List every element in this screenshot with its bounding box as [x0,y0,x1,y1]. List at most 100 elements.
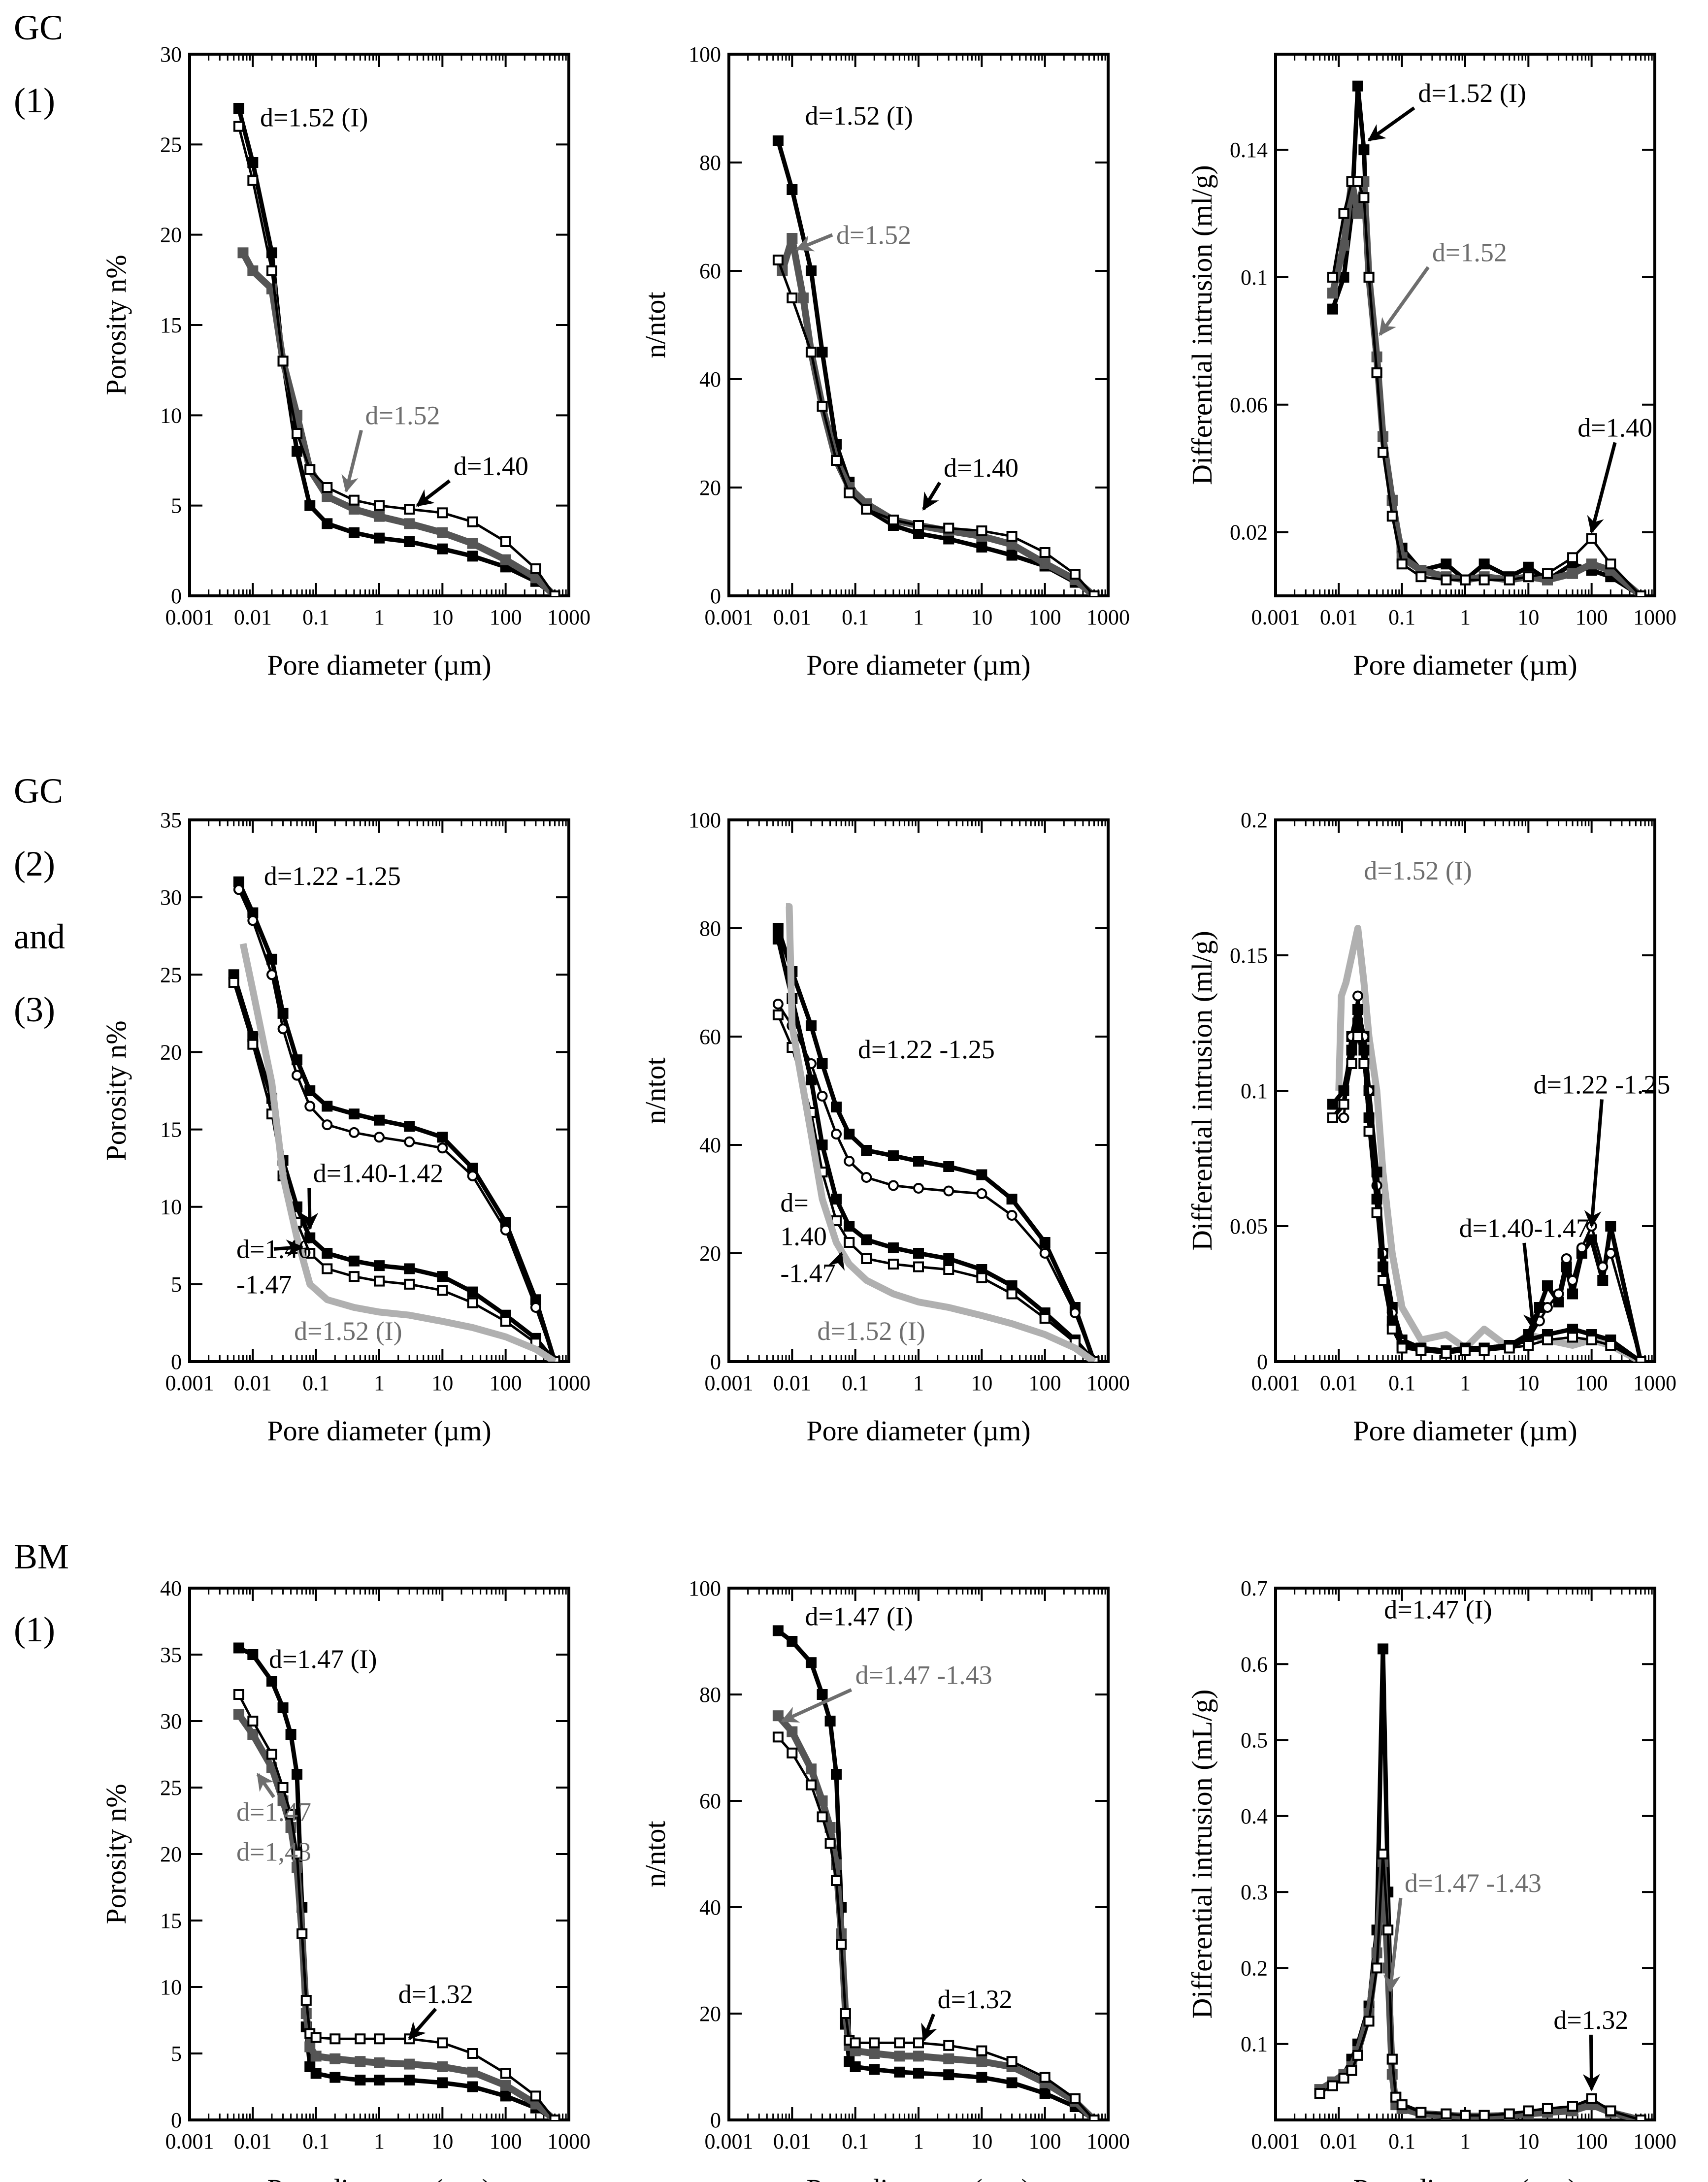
data-point [500,2080,511,2091]
y-tick-label: 0.5 [1241,1728,1268,1753]
series-line [786,903,1096,1362]
data-point [836,1939,847,1950]
data-point [467,538,478,549]
data-point [1534,1315,1545,1327]
data-point [329,2053,341,2064]
data-point [943,1161,954,1172]
data-point [1567,1332,1578,1343]
data-point [247,265,259,276]
x-tick-label: 1 [374,1371,385,1395]
series-line [237,1646,556,2120]
x-axis-label: Pore diameter (µm) [1353,649,1577,681]
data-point [296,1928,308,1939]
data-point [1415,1345,1427,1356]
data-point [1069,569,1081,580]
annotation: d=1.52 (I) [805,101,913,130]
data-point [861,1172,872,1183]
x-axis-label: Pore diameter (µm) [806,1415,1030,1447]
data-point [1039,1237,1051,1248]
data-point [817,401,828,412]
data-point [1338,1112,1349,1123]
data-point [1523,2105,1534,2117]
annotation: d=1.47 -1.43 [1405,1868,1542,1898]
data-point [772,1625,784,1636]
data-point [1371,1962,1382,1974]
data-point [805,1779,817,1791]
data-point [1396,558,1408,570]
data-point [976,2045,987,2056]
data-point [374,1132,385,1143]
y-axis-label: Porosity n% [100,1784,132,1924]
data-point [277,1782,289,1793]
data-point [266,969,277,980]
data-point [913,2051,924,2062]
annotation: d=1.47 (I) [805,1602,913,1631]
y-tick-label: 15 [160,1118,182,1142]
data-point [1441,1348,1452,1359]
data-point [322,1248,333,1259]
data-point [549,590,560,596]
y-tick-label: 0.2 [1241,808,1268,832]
x-tick-label: 1000 [547,1371,591,1395]
data-point [1327,303,1338,315]
data-point [1338,1099,1349,1110]
data-point [1346,1058,1357,1069]
data-point [233,121,244,132]
data-point [861,1145,872,1156]
data-point [1586,2093,1597,2104]
data-point [1006,1210,1018,1221]
data-point [1006,550,1018,561]
data-point [1363,2016,1375,2027]
data-point [1396,1342,1408,1354]
data-point [1460,2110,1471,2120]
annotation: d=1,43 [236,1837,311,1867]
data-point [322,482,333,493]
data-point [943,2069,954,2081]
data-point [1586,1335,1597,1345]
y-axis-label: Differential intrusion (mL/g) [1186,1690,1218,2019]
y-tick-label: 35 [160,808,182,832]
chart-panel: 0.001 0.01 0.1 1 10 100 1000 0.1 0.2 0.3 0.4 0.5 0.6… [1186,1576,1676,2182]
data-point [355,2033,366,2045]
x-tick-label: 0.1 [302,605,329,629]
x-tick-label: 0.01 [773,605,811,629]
y-tick-label: 0.1 [1241,265,1268,290]
data-point [404,1136,415,1147]
y-tick-label: 0 [710,1350,721,1374]
chart-panel: 0.001 0.01 0.1 1 10 100 1000 0 5 10 15 20 25 30 35 40 Po… [100,1576,591,2182]
data-point [913,520,924,531]
x-tick-label: 0.1 [842,605,869,629]
x-tick-label: 0.01 [234,2129,272,2153]
y-tick-label: 60 [699,1789,721,1813]
data-point [1314,2088,1325,2099]
data-point [1338,2073,1349,2084]
data-point [322,1101,333,1112]
data-point [1352,2050,1363,2061]
data-point [805,1075,817,1085]
data-point [913,1156,924,1167]
row-label: and [14,917,65,956]
data-point [1363,1126,1375,1137]
data-point [1586,533,1597,544]
y-tick-label: 30 [160,885,182,910]
data-point [976,2072,987,2083]
x-tick-label: 1 [1460,605,1471,629]
x-tick-label: 0.001 [1251,1371,1300,1395]
series-line [236,1712,558,2120]
data-point [1523,571,1534,583]
series-line [1335,925,1642,1362]
x-tick-label: 0.001 [165,2129,214,2153]
data-point [1358,192,1370,203]
x-tick-label: 0.1 [842,2129,869,2153]
data-point [355,2075,366,2085]
y-tick-label: 0.1 [1241,2032,1268,2056]
data-point [943,1185,954,1197]
data-point [233,1642,244,1654]
data-point [844,1237,855,1248]
data-point [1635,1356,1646,1362]
data-point [304,1101,316,1112]
y-tick-label: 20 [160,1040,182,1064]
data-point [348,494,360,506]
y-tick-label: 25 [160,1776,182,1800]
x-tick-label: 1 [913,1371,924,1395]
